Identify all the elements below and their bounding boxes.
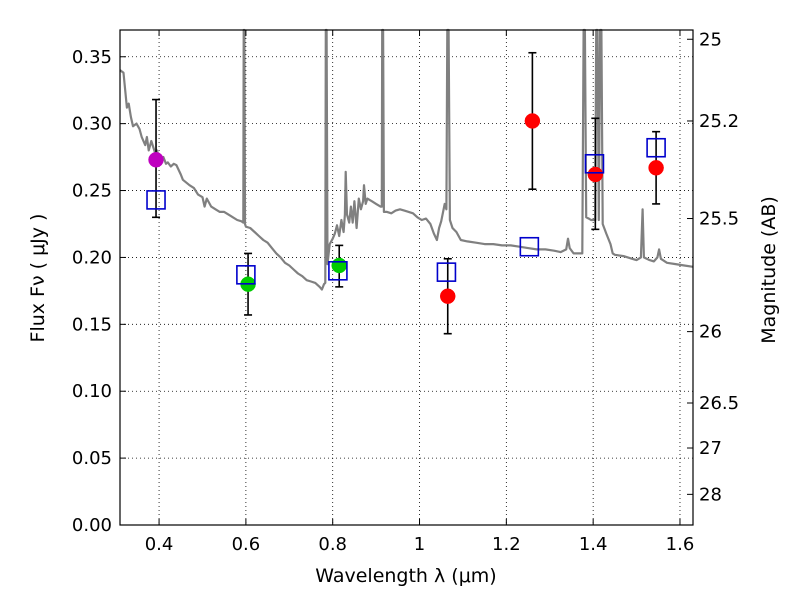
y-axis-ticks: 0.00 0.05 0.10 0.15 0.20 0.25 0.30 0.35 xyxy=(72,47,126,536)
observed-flux-point xyxy=(648,160,664,176)
y-tick-label: 0.20 xyxy=(72,247,112,268)
model-flux-square xyxy=(584,153,605,174)
y-tick-label: 0.05 xyxy=(72,448,112,469)
model-sed-layer xyxy=(119,28,694,291)
y-tick-label: 0.15 xyxy=(72,314,112,335)
y-tick-label: 0.35 xyxy=(72,47,112,68)
y2-axis-ticks: 25 25.2 25.5 26 26.5 27 28 xyxy=(687,29,739,505)
plot-frame xyxy=(119,29,694,526)
y-axis-title: Flux Fν ( μJy ) xyxy=(27,214,49,343)
x-tick-label: 0.4 xyxy=(145,534,174,555)
model-flux-square xyxy=(436,262,457,282)
y2-axis-title: Magnitude (AB) xyxy=(758,196,780,344)
x-tick-label: 1.4 xyxy=(579,534,608,555)
y2-tick-label: 25.2 xyxy=(699,111,739,132)
model-flux-square xyxy=(146,190,166,210)
y-tick-label: 0.30 xyxy=(72,114,112,135)
x-tick-label: 0.8 xyxy=(318,534,347,555)
y-tick-label: 0.25 xyxy=(72,181,112,202)
observed-flux-point xyxy=(524,113,541,129)
model-flux-square xyxy=(519,236,540,257)
x-axis-title: Wavelength λ (μm) xyxy=(315,565,496,587)
y2-tick-label: 25.5 xyxy=(699,209,739,230)
model-flux-square xyxy=(646,137,666,158)
markers-layer xyxy=(146,113,666,304)
x-tick-label: 0.6 xyxy=(232,534,261,555)
x-axis-ticks: 0.4 0.6 0.8 1 1.2 1.4 1.6 xyxy=(145,30,695,555)
model-sed-line xyxy=(119,28,694,291)
y-tick-label: 0.00 xyxy=(72,515,112,536)
model-flux-square xyxy=(328,261,348,281)
y-tick-label: 0.10 xyxy=(72,381,112,402)
model-flux-square xyxy=(236,265,256,285)
observed-flux-point xyxy=(331,257,347,274)
observed-flux-point xyxy=(587,166,604,183)
y2-tick-label: 28 xyxy=(699,484,722,505)
y2-tick-label: 26 xyxy=(699,322,722,343)
grid-lines xyxy=(120,30,693,526)
x-tick-label: 1.2 xyxy=(492,534,521,555)
y2-tick-label: 25 xyxy=(699,29,722,50)
observed-flux-point xyxy=(439,288,456,304)
y2-tick-label: 27 xyxy=(699,438,722,459)
x-tick-label: 1.6 xyxy=(666,534,695,555)
x-tick-label: 1 xyxy=(414,534,425,555)
observed-flux-point xyxy=(148,152,164,168)
y2-tick-label: 26.5 xyxy=(699,393,739,414)
